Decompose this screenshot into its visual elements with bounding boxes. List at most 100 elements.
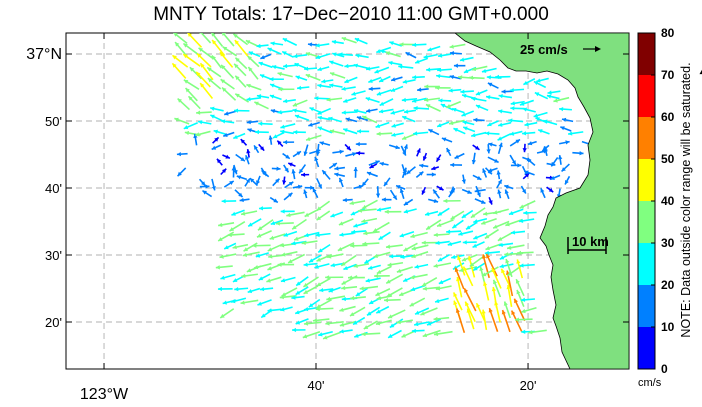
current-vector-head [304,66,309,71]
current-vector-head [354,38,360,42]
current-vector-head [306,136,311,142]
current-vector-head [287,192,293,198]
current-vector-head [291,241,296,246]
current-vector-head [359,286,364,291]
current-vector-head [487,168,493,173]
current-vector-head [451,254,456,260]
current-vector-head [315,151,321,156]
current-vector-head [411,254,416,259]
current-vector-head [510,230,516,235]
current-vector-head [260,74,265,79]
current-vector-head [427,47,432,52]
current-vector-head [341,296,346,302]
current-vector-head [339,329,344,334]
current-vector-head [295,75,301,80]
current-vector-head [446,104,451,109]
current-vector-head [399,233,405,238]
current-vector-head [260,55,265,60]
current-vector-head [238,192,243,197]
current-vector-head [341,280,347,285]
current-vector-head [390,110,396,115]
current-vector-head [221,168,227,174]
current-vector-head [224,111,229,116]
current-vector-head [332,52,337,57]
current-vector-head [473,235,478,240]
current-vector-head [316,282,322,287]
current-vector-head [455,308,460,313]
current-vector-head [318,332,323,337]
current-vector-head [294,236,299,241]
current-vector-head [565,140,570,145]
current-vector-head [286,212,291,218]
current-vector-head [245,155,250,160]
current-vector-head [242,252,248,257]
current-vector-head [241,211,246,216]
current-vector-head [210,106,215,111]
current-vector-head [296,281,301,286]
current-vector-head [295,290,301,295]
current-vector-head [188,96,193,101]
current-vector-head [332,163,337,168]
current-vector-head [353,320,358,325]
current-vector-head [258,121,263,126]
current-vector-head [362,181,367,187]
current-vector-head [196,71,201,77]
current-vector-head [303,151,308,156]
current-vector-head [292,327,297,333]
current-vector-head [252,243,257,248]
current-vector-head [355,141,360,147]
current-vector-head [523,80,528,85]
current-vector-head [374,69,379,74]
current-vector-head [363,325,369,329]
current-vector-head [521,329,526,334]
current-vector-head [579,151,584,156]
current-vector-head [308,303,314,308]
current-vector-head [261,170,266,175]
current-vector-head [417,87,422,92]
current-vector-head [459,267,464,273]
current-vector-head [402,167,407,173]
current-vector-head [277,71,282,77]
current-vector-head [458,231,463,236]
current-vector-head [270,83,275,88]
current-vector-head [327,254,332,259]
current-vector-head [258,206,264,211]
current-vector-head [497,189,502,194]
current-vector-head [308,122,313,127]
current-vector-head [396,185,401,190]
current-vector-head [291,295,296,300]
current-vector-head [325,275,330,280]
current-vector-head [199,33,201,35]
current-vector-head [386,279,391,284]
current-vector-head [524,173,530,178]
current-vector-head [353,108,359,114]
current-vector-head [297,184,303,189]
current-vector-head [475,91,481,96]
current-vector-head [349,312,355,316]
current-vector-head [246,149,251,154]
current-vector-head [176,151,182,157]
current-vector-head [234,286,239,292]
current-vector-head [450,162,455,168]
current-vector-head [433,232,438,238]
current-vector-head [233,134,238,139]
current-vector-head [213,129,219,134]
current-vector-head [357,208,363,213]
current-vector-head [280,124,285,129]
current-vector-head [538,129,543,134]
current-vector-head [255,253,261,258]
current-vector-head [433,198,439,204]
current-vector-head [346,145,351,151]
current-vector-head [235,75,240,81]
current-vector-head [462,93,467,99]
current-vector-head [221,119,226,124]
current-vector-head [509,87,514,93]
current-vector-head [521,297,526,302]
current-vector-head [369,300,374,304]
current-vector-head [484,234,490,239]
current-vector-head [319,288,324,293]
current-vector-head [308,258,314,263]
current-vector-head [422,286,427,291]
current-vector-head [245,178,250,184]
current-vector-head [486,75,491,80]
